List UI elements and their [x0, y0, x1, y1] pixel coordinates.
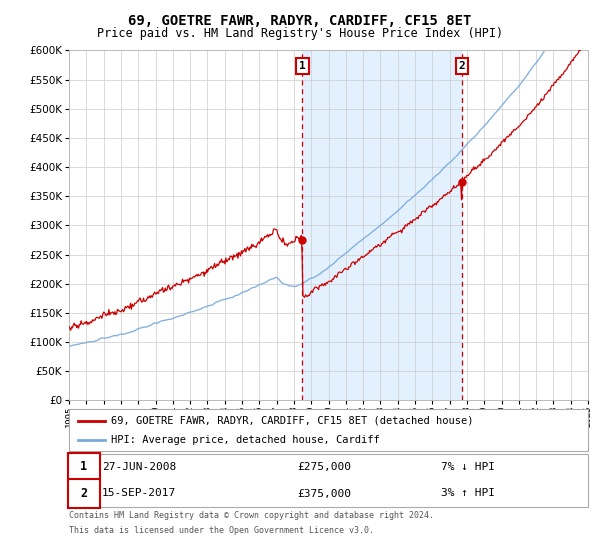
Text: 2: 2	[80, 487, 87, 500]
Text: 3% ↑ HPI: 3% ↑ HPI	[441, 488, 495, 498]
Text: 69, GOETRE FAWR, RADYR, CARDIFF, CF15 8ET (detached house): 69, GOETRE FAWR, RADYR, CARDIFF, CF15 8E…	[111, 416, 473, 426]
Text: 69, GOETRE FAWR, RADYR, CARDIFF, CF15 8ET: 69, GOETRE FAWR, RADYR, CARDIFF, CF15 8E…	[128, 14, 472, 28]
Text: 2: 2	[458, 61, 465, 71]
Text: £375,000: £375,000	[297, 488, 351, 498]
Text: Contains HM Land Registry data © Crown copyright and database right 2024.: Contains HM Land Registry data © Crown c…	[69, 511, 434, 520]
Text: 1: 1	[299, 61, 306, 71]
Text: 1: 1	[80, 460, 87, 473]
Bar	[302, 50, 462, 400]
Text: £275,000: £275,000	[297, 462, 351, 472]
Text: 7% ↓ HPI: 7% ↓ HPI	[441, 462, 495, 472]
Text: Price paid vs. HM Land Registry's House Price Index (HPI): Price paid vs. HM Land Registry's House …	[97, 27, 503, 40]
Text: HPI: Average price, detached house, Cardiff: HPI: Average price, detached house, Card…	[111, 435, 380, 445]
Text: This data is licensed under the Open Government Licence v3.0.: This data is licensed under the Open Gov…	[69, 526, 374, 535]
Text: 27-JUN-2008: 27-JUN-2008	[102, 462, 176, 472]
Text: 15-SEP-2017: 15-SEP-2017	[102, 488, 176, 498]
